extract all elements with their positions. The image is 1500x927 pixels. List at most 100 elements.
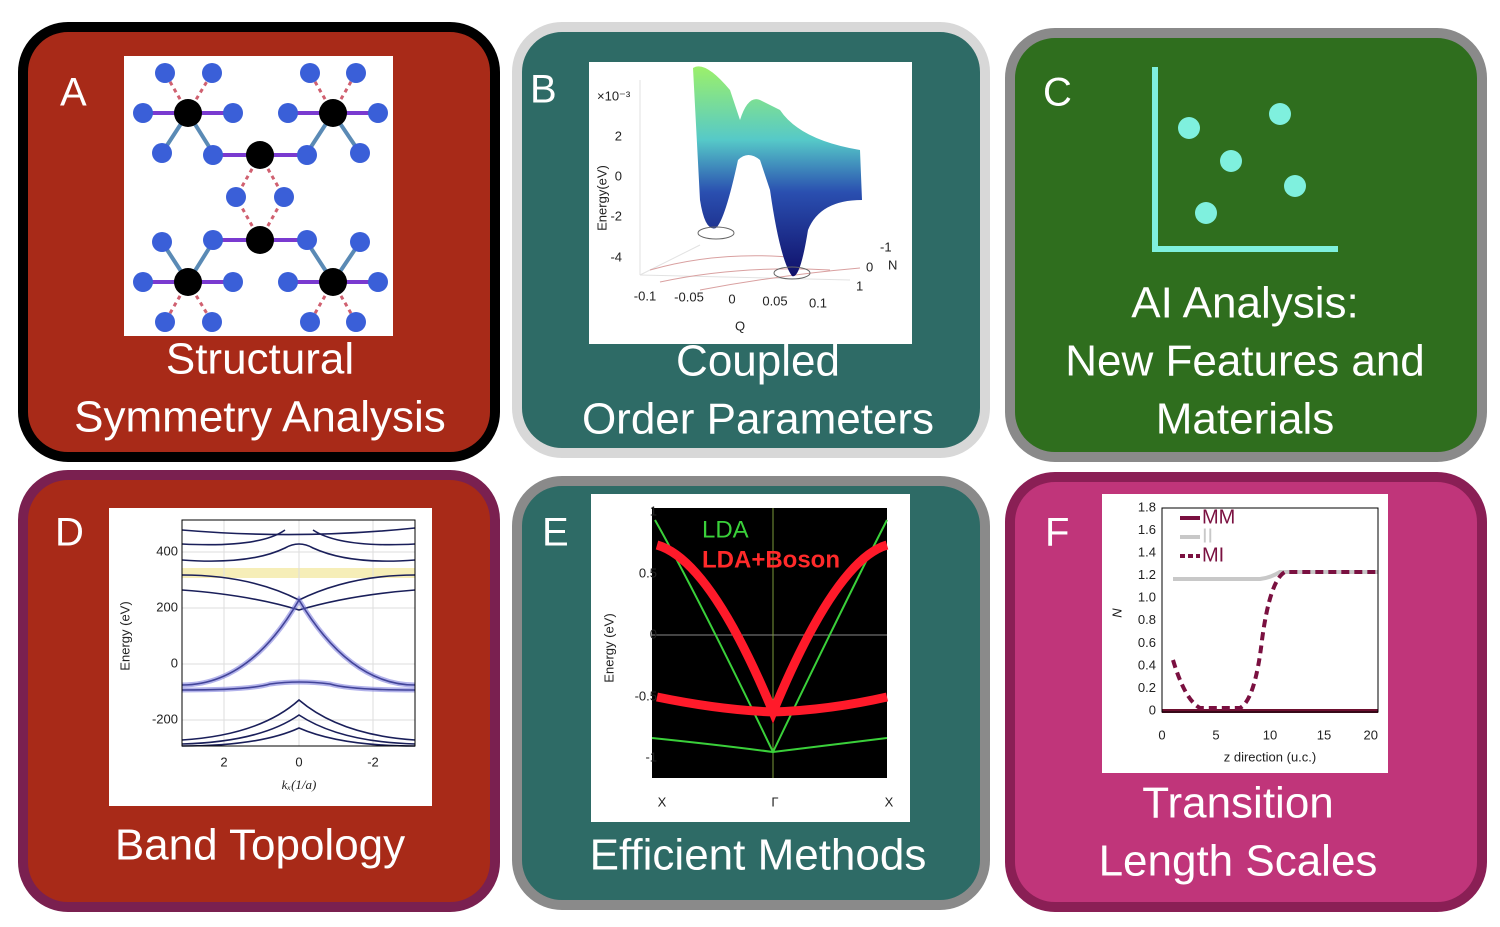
y-tick-label: 1.6	[1138, 522, 1156, 537]
dot	[152, 143, 172, 163]
dot	[297, 145, 317, 165]
x-tick-label: 20	[1364, 727, 1378, 742]
dot	[278, 103, 298, 123]
x-tick-label: 0	[1158, 727, 1165, 742]
dot	[174, 268, 202, 296]
rule	[639, 274, 851, 281]
dot	[202, 63, 222, 83]
dot	[1195, 202, 1217, 224]
x-tick-label: 0	[295, 754, 302, 769]
y-tick-label: 1.0	[1138, 590, 1156, 605]
y-tick-label: 0.6	[1138, 635, 1156, 650]
group	[1180, 516, 1200, 558]
x-tick-label: 2	[220, 754, 227, 769]
z-axis-label: N	[888, 257, 897, 272]
panel-shape	[1161, 507, 1379, 713]
x-tick-label: X	[658, 794, 667, 809]
dot	[368, 272, 388, 292]
y-axis-label: Energy (eV)	[117, 601, 132, 670]
curve	[181, 714, 416, 745]
panel-shape	[652, 508, 887, 778]
y-tick-label: 0.2	[1138, 680, 1156, 695]
caption-line: Materials	[1156, 395, 1335, 444]
panel-shape	[109, 508, 432, 806]
curve	[1171, 570, 1378, 710]
y-axis-label: Energy (eV)	[601, 613, 616, 682]
dot	[203, 145, 223, 165]
curve	[1173, 570, 1378, 581]
dot	[155, 312, 175, 332]
curve	[181, 589, 416, 611]
caption-line: Band Topology	[115, 821, 405, 870]
curve	[181, 679, 416, 693]
dot	[368, 103, 388, 123]
y-tick-label: -0.5	[635, 688, 657, 703]
curve	[181, 527, 416, 536]
x-tick-label: -2	[367, 754, 379, 769]
panel-shape	[1005, 28, 1487, 462]
y-tick-label: -200	[152, 711, 178, 726]
group	[1178, 103, 1306, 224]
panel-letter: C	[1043, 71, 1072, 115]
curve	[649, 255, 801, 271]
y-tick-label: 400	[156, 543, 178, 558]
legend-entry: MM	[1202, 506, 1235, 528]
x-tick-label: 0.05	[762, 293, 787, 308]
y-tick-label: -2	[610, 208, 622, 223]
curve	[181, 727, 416, 747]
dot	[274, 187, 294, 207]
curve	[1152, 67, 1338, 252]
dot	[226, 187, 246, 207]
dot	[319, 268, 347, 296]
panel-letter: F	[1045, 511, 1069, 555]
x-tick-label: 15	[1317, 727, 1331, 742]
y-axis-label: N	[1109, 608, 1124, 618]
dot	[133, 272, 153, 292]
dot	[133, 103, 153, 123]
group	[655, 540, 889, 724]
caption-line: AI Analysis:	[1131, 279, 1358, 328]
z-tick-label: 1	[856, 278, 863, 293]
x-tick-label: 10	[1263, 727, 1277, 742]
curve	[181, 698, 416, 741]
x-tick-label: 0.1	[809, 295, 827, 310]
caption-line: Transition	[1142, 779, 1334, 828]
caption-line: Order Parameters	[582, 395, 934, 444]
dot	[350, 232, 370, 252]
z-tick-label: -1	[880, 239, 892, 254]
y-tick-label: 2	[615, 128, 622, 143]
dot	[246, 141, 274, 169]
dot	[278, 272, 298, 292]
x-tick-label: -0.1	[634, 288, 656, 303]
dot	[203, 230, 223, 250]
caption-line: New Features and	[1065, 337, 1425, 386]
x-axis-label: z direction (u.c.)	[1224, 749, 1316, 764]
y-tick-label: 1.4	[1138, 545, 1156, 560]
curve	[181, 529, 416, 546]
y-tick-label: 0.8	[1138, 612, 1156, 627]
y-tick-label: 0	[650, 626, 657, 641]
x-tick-label: 5	[1212, 727, 1219, 742]
group	[174, 99, 347, 296]
x-tick-label: 0	[728, 291, 735, 306]
dot	[223, 103, 243, 123]
y-tick-label: 200	[156, 599, 178, 614]
group	[181, 595, 416, 693]
dot	[300, 312, 320, 332]
group: 1.8 1.6 1.4 1.2 1.0 0.8 0.6 0.4 0.2 0	[1138, 499, 1156, 717]
dot	[202, 312, 222, 332]
dot	[300, 63, 320, 83]
legend-entry: II	[1202, 525, 1213, 547]
dot	[223, 272, 243, 292]
dot	[346, 63, 366, 83]
dot	[1269, 103, 1291, 125]
caption-line: Structural	[166, 335, 354, 384]
dot	[297, 230, 317, 250]
caption-line: Length Scales	[1099, 837, 1378, 886]
y-tick-label: 1	[650, 503, 657, 518]
caption-line: Coupled	[676, 337, 840, 386]
group	[182, 520, 415, 746]
y-axis-label: Energy(eV)	[594, 165, 609, 231]
x-tick-label: Γ	[771, 794, 778, 809]
